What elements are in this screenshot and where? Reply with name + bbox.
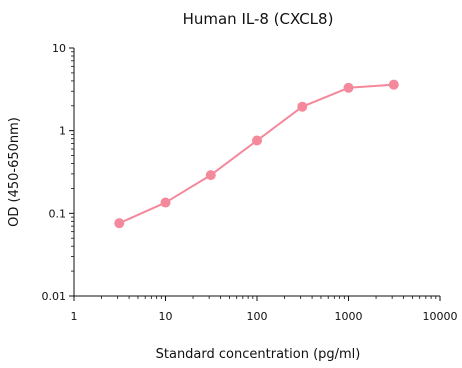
- data-point: [160, 197, 171, 208]
- data-point: [114, 218, 125, 229]
- x-axis-title: Standard concentration (pg/ml): [156, 347, 361, 362]
- y-tick-label: 1: [59, 125, 66, 138]
- x-tick-label: 1: [71, 310, 78, 323]
- x-tick-label: 10000: [423, 310, 458, 323]
- x-tick-label: 10: [159, 310, 173, 323]
- y-tick-label: 10: [52, 42, 66, 55]
- series-layer: [114, 79, 399, 229]
- data-point: [388, 79, 399, 90]
- x-tick-label: 100: [247, 310, 268, 323]
- y-axis-title: OD (450-650nm): [7, 117, 22, 227]
- axes: 1 10 100 1000 10000 0.01 0.1 1 10: [42, 42, 458, 323]
- y-tick-label: 0.01: [42, 290, 67, 303]
- chart-title: Human IL-8 (CXCL8): [183, 10, 334, 28]
- x-tick-label: 1000: [335, 310, 363, 323]
- data-point: [252, 135, 262, 146]
- y-tick-label: 0.1: [49, 207, 67, 220]
- series-line: [118, 83, 394, 225]
- data-point: [297, 101, 308, 112]
- data-point: [205, 170, 216, 181]
- data-point: [343, 82, 354, 93]
